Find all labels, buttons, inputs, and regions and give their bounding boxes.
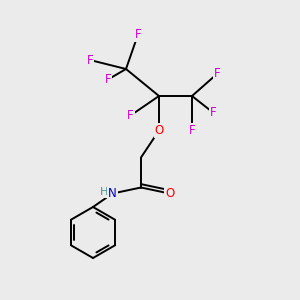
Text: F: F [210,106,216,119]
Text: F: F [189,124,195,137]
Text: O: O [154,124,164,137]
Text: N: N [108,187,117,200]
Text: F: F [127,109,134,122]
Text: H: H [100,187,108,197]
Text: F: F [105,73,111,86]
Text: F: F [87,53,93,67]
Text: F: F [135,28,141,41]
Text: O: O [165,187,174,200]
Text: F: F [214,67,221,80]
